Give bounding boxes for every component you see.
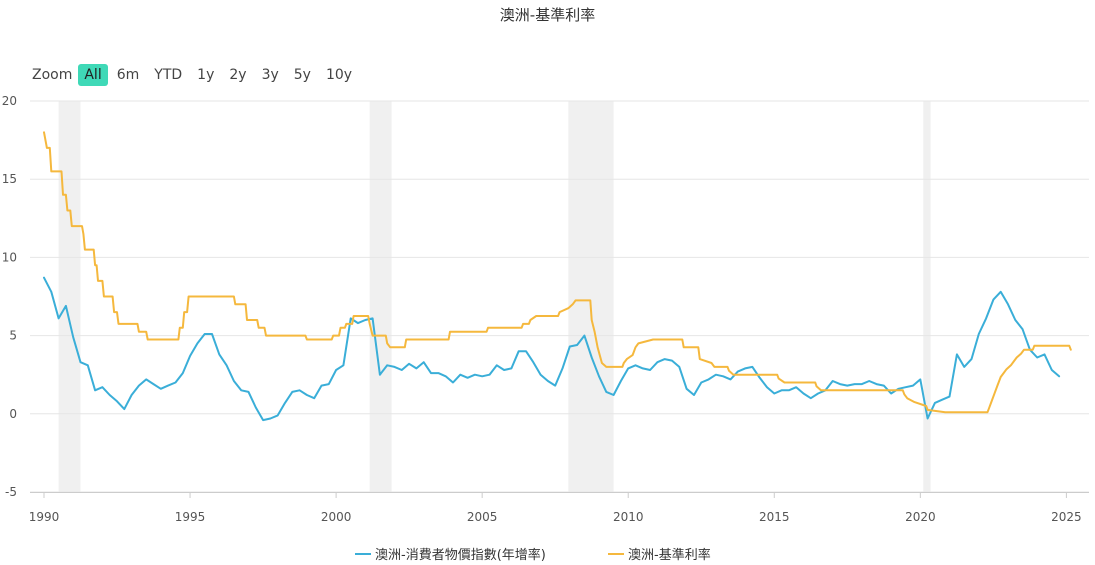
zoom-6m-button[interactable]: 6m: [116, 66, 140, 83]
zoom-2y-button[interactable]: 2y: [229, 66, 247, 83]
recession-band: [369, 101, 392, 492]
zoom-all-button[interactable]: All: [78, 63, 108, 86]
legend-label-rate: 澳洲-基準利率: [628, 548, 711, 563]
zoom-3y-button[interactable]: 3y: [261, 66, 279, 83]
legend-label-cpi: 澳洲-消費者物價指數(年增率): [375, 548, 546, 563]
recession-band: [58, 101, 81, 492]
chart-title: 澳洲-基準利率: [499, 6, 596, 24]
x-tick-label: 2010: [613, 510, 644, 524]
cpi-line: [43, 276, 1061, 422]
x-tick-label: 2025: [1051, 510, 1082, 524]
zoom-toolbar: Zoom All 6m YTD 1y 2y 3y 5y 10y: [32, 62, 361, 87]
zoom-1y-button[interactable]: 1y: [197, 66, 215, 83]
legend-item-cpi[interactable]: 澳洲-消費者物價指數(年增率): [355, 544, 546, 563]
y-tick-label: 5: [9, 329, 17, 343]
zoom-ytd-button[interactable]: YTD: [154, 66, 183, 83]
recession-band: [923, 101, 931, 492]
zoom-label: Zoom: [32, 66, 73, 83]
y-tick-label: 15: [2, 172, 17, 186]
zoom-10y-button[interactable]: 10y: [325, 66, 353, 83]
y-tick-label: 10: [2, 250, 17, 264]
x-tick-label: 2000: [321, 510, 352, 524]
x-tick-label: 1990: [29, 510, 60, 524]
x-tick-label: 2015: [759, 510, 790, 524]
x-tick-label: 1995: [175, 510, 206, 524]
recession-band: [568, 101, 614, 492]
rate-line: [43, 131, 1072, 414]
x-tick-label: 2005: [467, 510, 498, 524]
legend-item-rate[interactable]: 澳洲-基準利率: [608, 544, 711, 563]
x-tick-label: 2020: [905, 510, 936, 524]
legend: 澳洲-消費者物價指數(年增率) 澳洲-基準利率: [0, 544, 1095, 563]
zoom-5y-button[interactable]: 5y: [293, 66, 311, 83]
y-tick-label: -5: [5, 485, 17, 499]
y-tick-label: 0: [9, 407, 17, 421]
legend-swatch-cpi: [355, 552, 371, 555]
y-tick-label: 20: [2, 94, 17, 108]
legend-swatch-rate: [608, 552, 624, 555]
